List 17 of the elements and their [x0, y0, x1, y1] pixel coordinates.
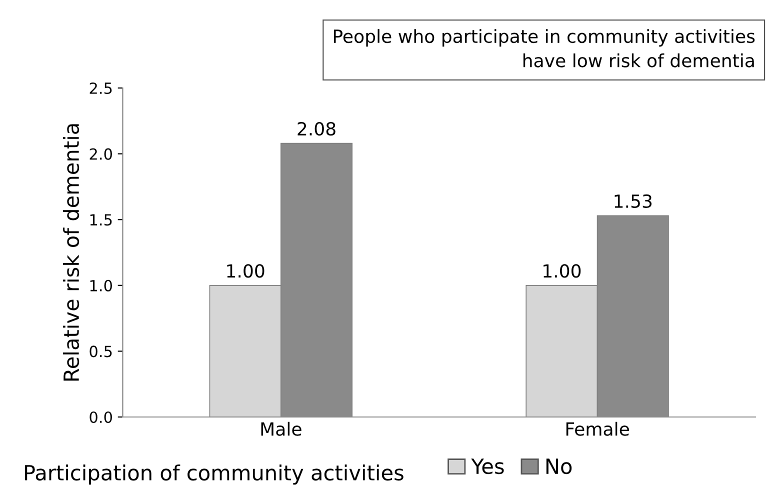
data-label: 1.00	[544, 264, 581, 278]
data-label: 2.08	[298, 122, 336, 136]
legend-title: Participation of community activities	[25, 464, 404, 485]
x-tick-label: Female	[566, 422, 629, 436]
data-label: 1.53	[614, 194, 652, 208]
y-tick-label: 2.0	[90, 148, 112, 160]
y-tick-label: 1.5	[90, 214, 112, 226]
legend-label: Yes	[471, 458, 504, 474]
data-label: 1.00	[227, 264, 264, 278]
y-tick-label: 0.0	[90, 411, 112, 424]
y-tick-label: 1.0	[90, 280, 112, 292]
y-tick-label: 2.5	[90, 82, 112, 94]
legend-label: No	[546, 458, 572, 474]
x-tick-label: Male	[261, 422, 302, 436]
y-tick-label: 0.5	[90, 346, 112, 358]
y-axis-title: Relative risk of dementia	[62, 124, 80, 381]
text: People who participate in community activities have low risk of dementia	[334, 29, 755, 68]
